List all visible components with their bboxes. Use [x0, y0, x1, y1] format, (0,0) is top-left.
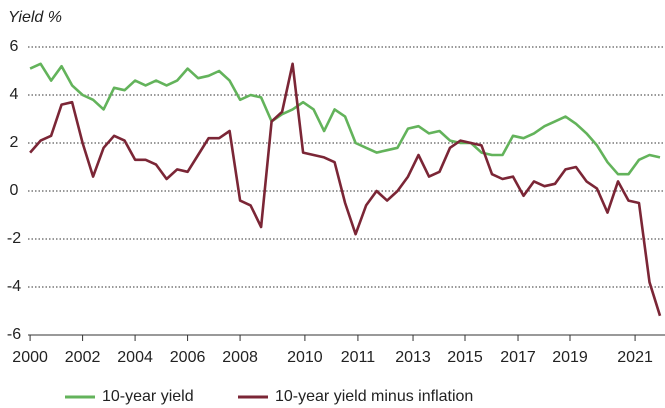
x-tick-label: 2004 — [117, 349, 153, 366]
x-tick-label: 2010 — [287, 349, 323, 366]
y-tick-label: 4 — [10, 86, 19, 103]
y-tick-label: -2 — [7, 230, 21, 247]
line-series — [29, 62, 661, 176]
line-series — [29, 62, 662, 317]
x-tick-label: 2011 — [341, 349, 376, 366]
legend-label: 10-year yield minus inflation — [275, 388, 473, 405]
y-tick-label: 0 — [10, 182, 19, 199]
x-tick-label: 2006 — [170, 349, 206, 366]
y-tick-label: 6 — [10, 38, 19, 55]
y-tick-label: 2 — [10, 134, 19, 151]
x-tick-label: 2013 — [395, 349, 431, 366]
x-tick-label: 2002 — [65, 349, 101, 366]
y-tick-label: -4 — [7, 278, 21, 295]
legend-label: 10-year yield — [102, 388, 194, 405]
x-tick-label: 2000 — [12, 349, 48, 366]
y-tick-label: -6 — [7, 326, 21, 343]
x-tick-label: 2019 — [552, 349, 588, 366]
x-tick-label: 2015 — [447, 349, 483, 366]
x-tick-label: 2017 — [500, 349, 536, 366]
axis-label: Yield % — [8, 9, 62, 26]
x-tick-label: 2021 — [617, 349, 653, 366]
x-tick-label: 2008 — [222, 349, 258, 366]
